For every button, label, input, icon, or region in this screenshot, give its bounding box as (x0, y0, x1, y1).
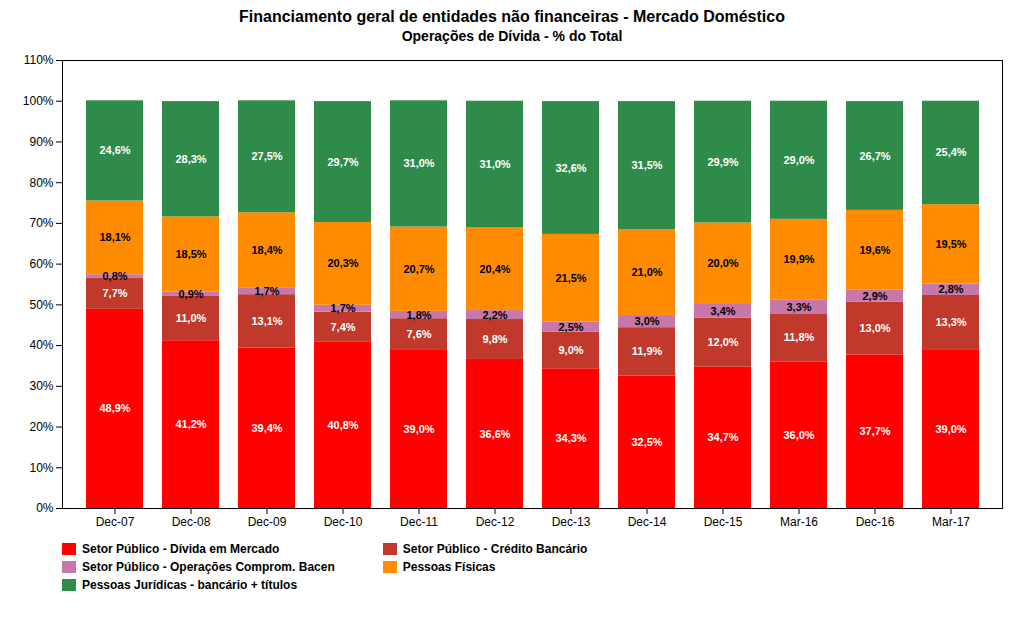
svg-text:0,9%: 0,9% (178, 288, 203, 300)
svg-text:31,5%: 31,5% (631, 159, 662, 171)
html-text:Operações de Dívida - % do Tot: Operações de Dívida - % do Total (401, 28, 623, 44)
svg-text:18,4%: 18,4% (251, 244, 282, 256)
svg-text:11,8%: 11,8% (784, 331, 815, 343)
svg-text:7,7%: 7,7% (102, 287, 127, 299)
svg-text:2,8%: 2,8% (938, 283, 963, 295)
svg-text:19,5%: 19,5% (935, 238, 966, 250)
svg-text:30%: 30% (29, 379, 53, 393)
svg-text:7,6%: 7,6% (406, 328, 431, 340)
svg-text:34,3%: 34,3% (555, 432, 586, 444)
svg-text:2,2%: 2,2% (482, 309, 507, 321)
svg-text:32,6%: 32,6% (555, 162, 586, 174)
svg-text:9,0%: 9,0% (558, 344, 583, 356)
svg-text:31,0%: 31,0% (479, 158, 510, 170)
svg-text:20,4%: 20,4% (479, 263, 510, 275)
svg-text:39,4%: 39,4% (251, 422, 282, 434)
svg-text:41,2%: 41,2% (175, 418, 206, 430)
svg-text:9,8%: 9,8% (482, 333, 507, 345)
svg-text:Mar-16: Mar-16 (780, 515, 818, 529)
svg-text:Dec-08: Dec-08 (172, 515, 211, 529)
svg-text:Dec-14: Dec-14 (628, 515, 667, 529)
html-text:Financiamento geral de entidad: Financiamento geral de entidades não fin… (239, 8, 785, 25)
svg-text:39,0%: 39,0% (403, 423, 434, 435)
svg-text:18,5%: 18,5% (175, 248, 206, 260)
svg-text:13,1%: 13,1% (251, 315, 282, 327)
svg-text:80%: 80% (29, 176, 53, 190)
svg-text:11,9%: 11,9% (632, 345, 663, 357)
svg-text:29,0%: 29,0% (783, 154, 814, 166)
svg-text:Dec-13: Dec-13 (552, 515, 591, 529)
svg-text:20,7%: 20,7% (403, 263, 434, 275)
svg-text:Dec-11: Dec-11 (400, 515, 438, 529)
svg-text:3,3%: 3,3% (786, 301, 811, 313)
svg-text:29,7%: 29,7% (327, 156, 358, 168)
svg-text:34,7%: 34,7% (707, 431, 738, 443)
svg-text:60%: 60% (29, 257, 53, 271)
svg-text:24,6%: 24,6% (99, 144, 130, 156)
svg-text:70%: 70% (29, 216, 53, 230)
svg-text:Dec-12: Dec-12 (476, 515, 515, 529)
svg-text:40,8%: 40,8% (327, 419, 358, 431)
svg-text:39,0%: 39,0% (935, 423, 966, 435)
svg-text:1,8%: 1,8% (406, 309, 431, 321)
svg-text:13,3%: 13,3% (935, 316, 966, 328)
svg-text:0%: 0% (36, 501, 54, 515)
svg-text:2,9%: 2,9% (862, 290, 887, 302)
svg-text:3,4%: 3,4% (710, 305, 735, 317)
svg-text:19,6%: 19,6% (859, 244, 890, 256)
svg-text:1,7%: 1,7% (254, 285, 279, 297)
svg-text:31,0%: 31,0% (403, 157, 434, 169)
svg-text:40%: 40% (29, 338, 53, 352)
svg-text:2,5%: 2,5% (558, 321, 583, 333)
svg-text:Dec-07: Dec-07 (96, 515, 135, 529)
svg-text:1,7%: 1,7% (330, 302, 355, 314)
html-text:Pessoas Jurídicas - bancário +: Pessoas Jurídicas - bancário + títulos (82, 578, 298, 592)
svg-text:29,9%: 29,9% (707, 156, 738, 168)
svg-text:25,4%: 25,4% (935, 146, 966, 158)
svg-text:27,5%: 27,5% (251, 150, 282, 162)
svg-text:32,5%: 32,5% (631, 436, 662, 448)
svg-text:13,0%: 13,0% (859, 322, 890, 334)
svg-text:21,5%: 21,5% (555, 272, 586, 284)
svg-text:90%: 90% (29, 135, 53, 149)
svg-text:110%: 110% (24, 53, 54, 67)
svg-text:28,3%: 28,3% (175, 153, 206, 165)
html-text:Setor Público - Dívida em Merc: Setor Público - Dívida em Mercado (82, 542, 280, 556)
svg-text:11,0%: 11,0% (176, 312, 207, 324)
html-text:Setor Público - Operações Comp: Setor Público - Operações Comprom. Bacen (82, 560, 335, 574)
svg-text:7,4%: 7,4% (330, 321, 355, 333)
svg-text:18,1%: 18,1% (99, 231, 130, 243)
svg-text:Dec-09: Dec-09 (248, 515, 287, 529)
svg-text:36,0%: 36,0% (783, 429, 814, 441)
svg-text:50%: 50% (29, 298, 53, 312)
html-text:Pessoas Físicas: Pessoas Físicas (402, 560, 496, 574)
svg-text:37,7%: 37,7% (859, 425, 890, 437)
svg-text:20,0%: 20,0% (707, 257, 738, 269)
html-text:Setor Público - Crédito Bancár: Setor Público - Crédito Bancário (402, 542, 588, 556)
svg-text:12,0%: 12,0% (707, 336, 738, 348)
svg-text:Dec-15: Dec-15 (704, 515, 743, 529)
svg-text:36,6%: 36,6% (479, 427, 510, 439)
svg-text:0,8%: 0,8% (102, 270, 127, 282)
svg-text:10%: 10% (29, 461, 53, 475)
svg-text:21,0%: 21,0% (631, 266, 662, 278)
svg-text:3,0%: 3,0% (634, 315, 659, 327)
svg-text:Dec-10: Dec-10 (324, 515, 363, 529)
svg-text:Dec-16: Dec-16 (856, 515, 895, 529)
svg-text:Mar-17: Mar-17 (932, 515, 970, 529)
svg-text:48,9%: 48,9% (99, 402, 130, 414)
svg-text:19,9%: 19,9% (783, 253, 814, 265)
svg-text:26,7%: 26,7% (859, 150, 890, 162)
svg-text:20%: 20% (29, 420, 53, 434)
svg-text:20,3%: 20,3% (327, 257, 358, 269)
svg-text:100%: 100% (23, 94, 54, 108)
